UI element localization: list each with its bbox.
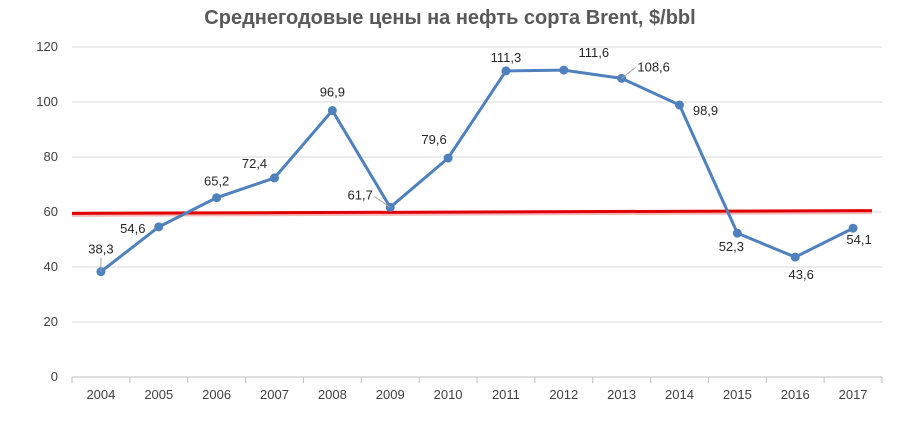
data-label-2011: 111,3 — [491, 50, 522, 65]
data-labels: 38,3 54,6 65,2 72,4 96,9 61,7 79,6 111,3 111,6 10… — [88, 45, 871, 282]
reference-line-group — [71, 209, 873, 217]
y-tick-label-40: 40 — [44, 259, 58, 274]
y-tick-label-0: 0 — [51, 369, 58, 384]
gridlines — [72, 46, 882, 323]
x-tick-label-2017: 2017 — [839, 387, 868, 402]
data-label-2014: 98,9 — [693, 103, 718, 118]
series-line — [100, 68, 854, 273]
data-label-leader-2009 — [373, 195, 391, 208]
data-label-2015: 52,3 — [719, 239, 744, 254]
data-point-2012 — [559, 65, 569, 75]
x-tick-label-2012: 2012 — [549, 387, 578, 402]
data-point-2016 — [790, 252, 800, 262]
data-point-2008 — [327, 106, 337, 116]
axes: 0 20 40 60 80 100 120 2004 2005 2006 2007 2008 2009 2… — [36, 39, 883, 402]
data-point-2006 — [212, 193, 222, 203]
data-label-2008: 96,9 — [320, 85, 345, 100]
data-label-2013: 108,6 — [637, 59, 670, 74]
data-point-2015 — [732, 228, 742, 238]
reference-line-shadow — [71, 211, 873, 217]
data-label-2004: 38,3 — [88, 242, 113, 257]
y-tick-label-20: 20 — [44, 314, 58, 329]
reference-line — [71, 209, 873, 215]
data-label-2012: 111,6 — [578, 45, 609, 60]
y-tick-label-60: 60 — [44, 204, 58, 219]
data-point-2011 — [501, 66, 511, 76]
data-point-2010 — [443, 153, 453, 163]
data-point-2017 — [848, 223, 858, 233]
y-tick-label-100: 100 — [36, 94, 58, 109]
data-label-2006: 65,2 — [204, 174, 229, 189]
data-label-2005: 54,6 — [120, 221, 145, 236]
x-tick-label-2016: 2016 — [781, 387, 810, 402]
data-label-2016: 43,6 — [789, 267, 814, 282]
x-tick-label-2006: 2006 — [202, 387, 231, 402]
y-tick-label-80: 80 — [44, 149, 58, 164]
data-point-2005 — [154, 222, 164, 232]
data-point-2007 — [270, 173, 279, 183]
data-label-leader-2013 — [621, 66, 636, 79]
x-tick-label-2007: 2007 — [260, 387, 289, 402]
x-tick-label-2014: 2014 — [665, 387, 694, 402]
x-tick-label-2010: 2010 — [434, 387, 463, 402]
x-tick-label-2004: 2004 — [86, 387, 115, 402]
x-tick-label-2015: 2015 — [723, 387, 752, 402]
x-tick-label-2013: 2013 — [607, 387, 636, 402]
series-group — [96, 65, 858, 277]
x-tick-label-2011: 2011 — [492, 387, 520, 402]
data-point-2014 — [675, 100, 684, 110]
x-tick-label-2005: 2005 — [144, 387, 173, 402]
data-label-2009: 61,7 — [348, 187, 373, 202]
x-tick-label-2009: 2009 — [376, 387, 405, 402]
y-tick-label-120: 120 — [36, 39, 58, 54]
x-tick-label-2008: 2008 — [318, 387, 347, 402]
data-label-2017: 54,1 — [846, 232, 871, 247]
chart-title: Среднегодовые цены на нефть сорта Brent,… — [204, 7, 695, 29]
data-label-2010: 79,6 — [421, 132, 446, 147]
data-label-2007: 72,4 — [242, 156, 267, 171]
